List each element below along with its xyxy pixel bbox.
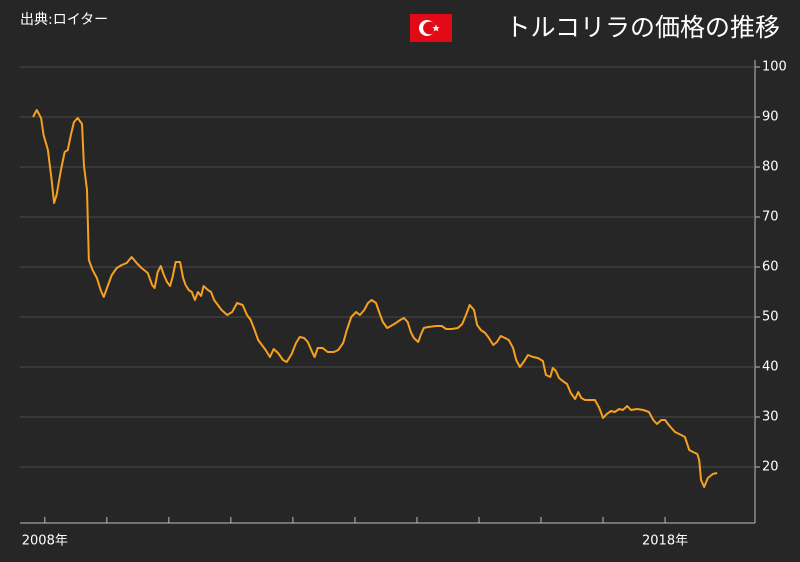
y-tick-label: 40 bbox=[762, 360, 779, 375]
chart-title: トルコリラの価格の推移 bbox=[505, 13, 780, 42]
y-tick-label: 70 bbox=[762, 210, 779, 225]
x-tick-label: 2018年 bbox=[642, 534, 688, 549]
price-line bbox=[32, 109, 718, 488]
x-tick-label: 2008年 bbox=[22, 534, 68, 549]
y-tick-label: 30 bbox=[762, 410, 779, 425]
source-note: 出典:ロイター bbox=[20, 12, 108, 28]
y-tick-label: 90 bbox=[762, 110, 779, 125]
y-tick-label: 100 bbox=[762, 60, 787, 75]
y-tick-label: 60 bbox=[762, 260, 779, 275]
y-tick-label: 50 bbox=[762, 310, 779, 325]
turkey-flag bbox=[410, 14, 452, 42]
y-tick-label: 80 bbox=[762, 160, 779, 175]
y-tick-label: 20 bbox=[762, 460, 779, 475]
